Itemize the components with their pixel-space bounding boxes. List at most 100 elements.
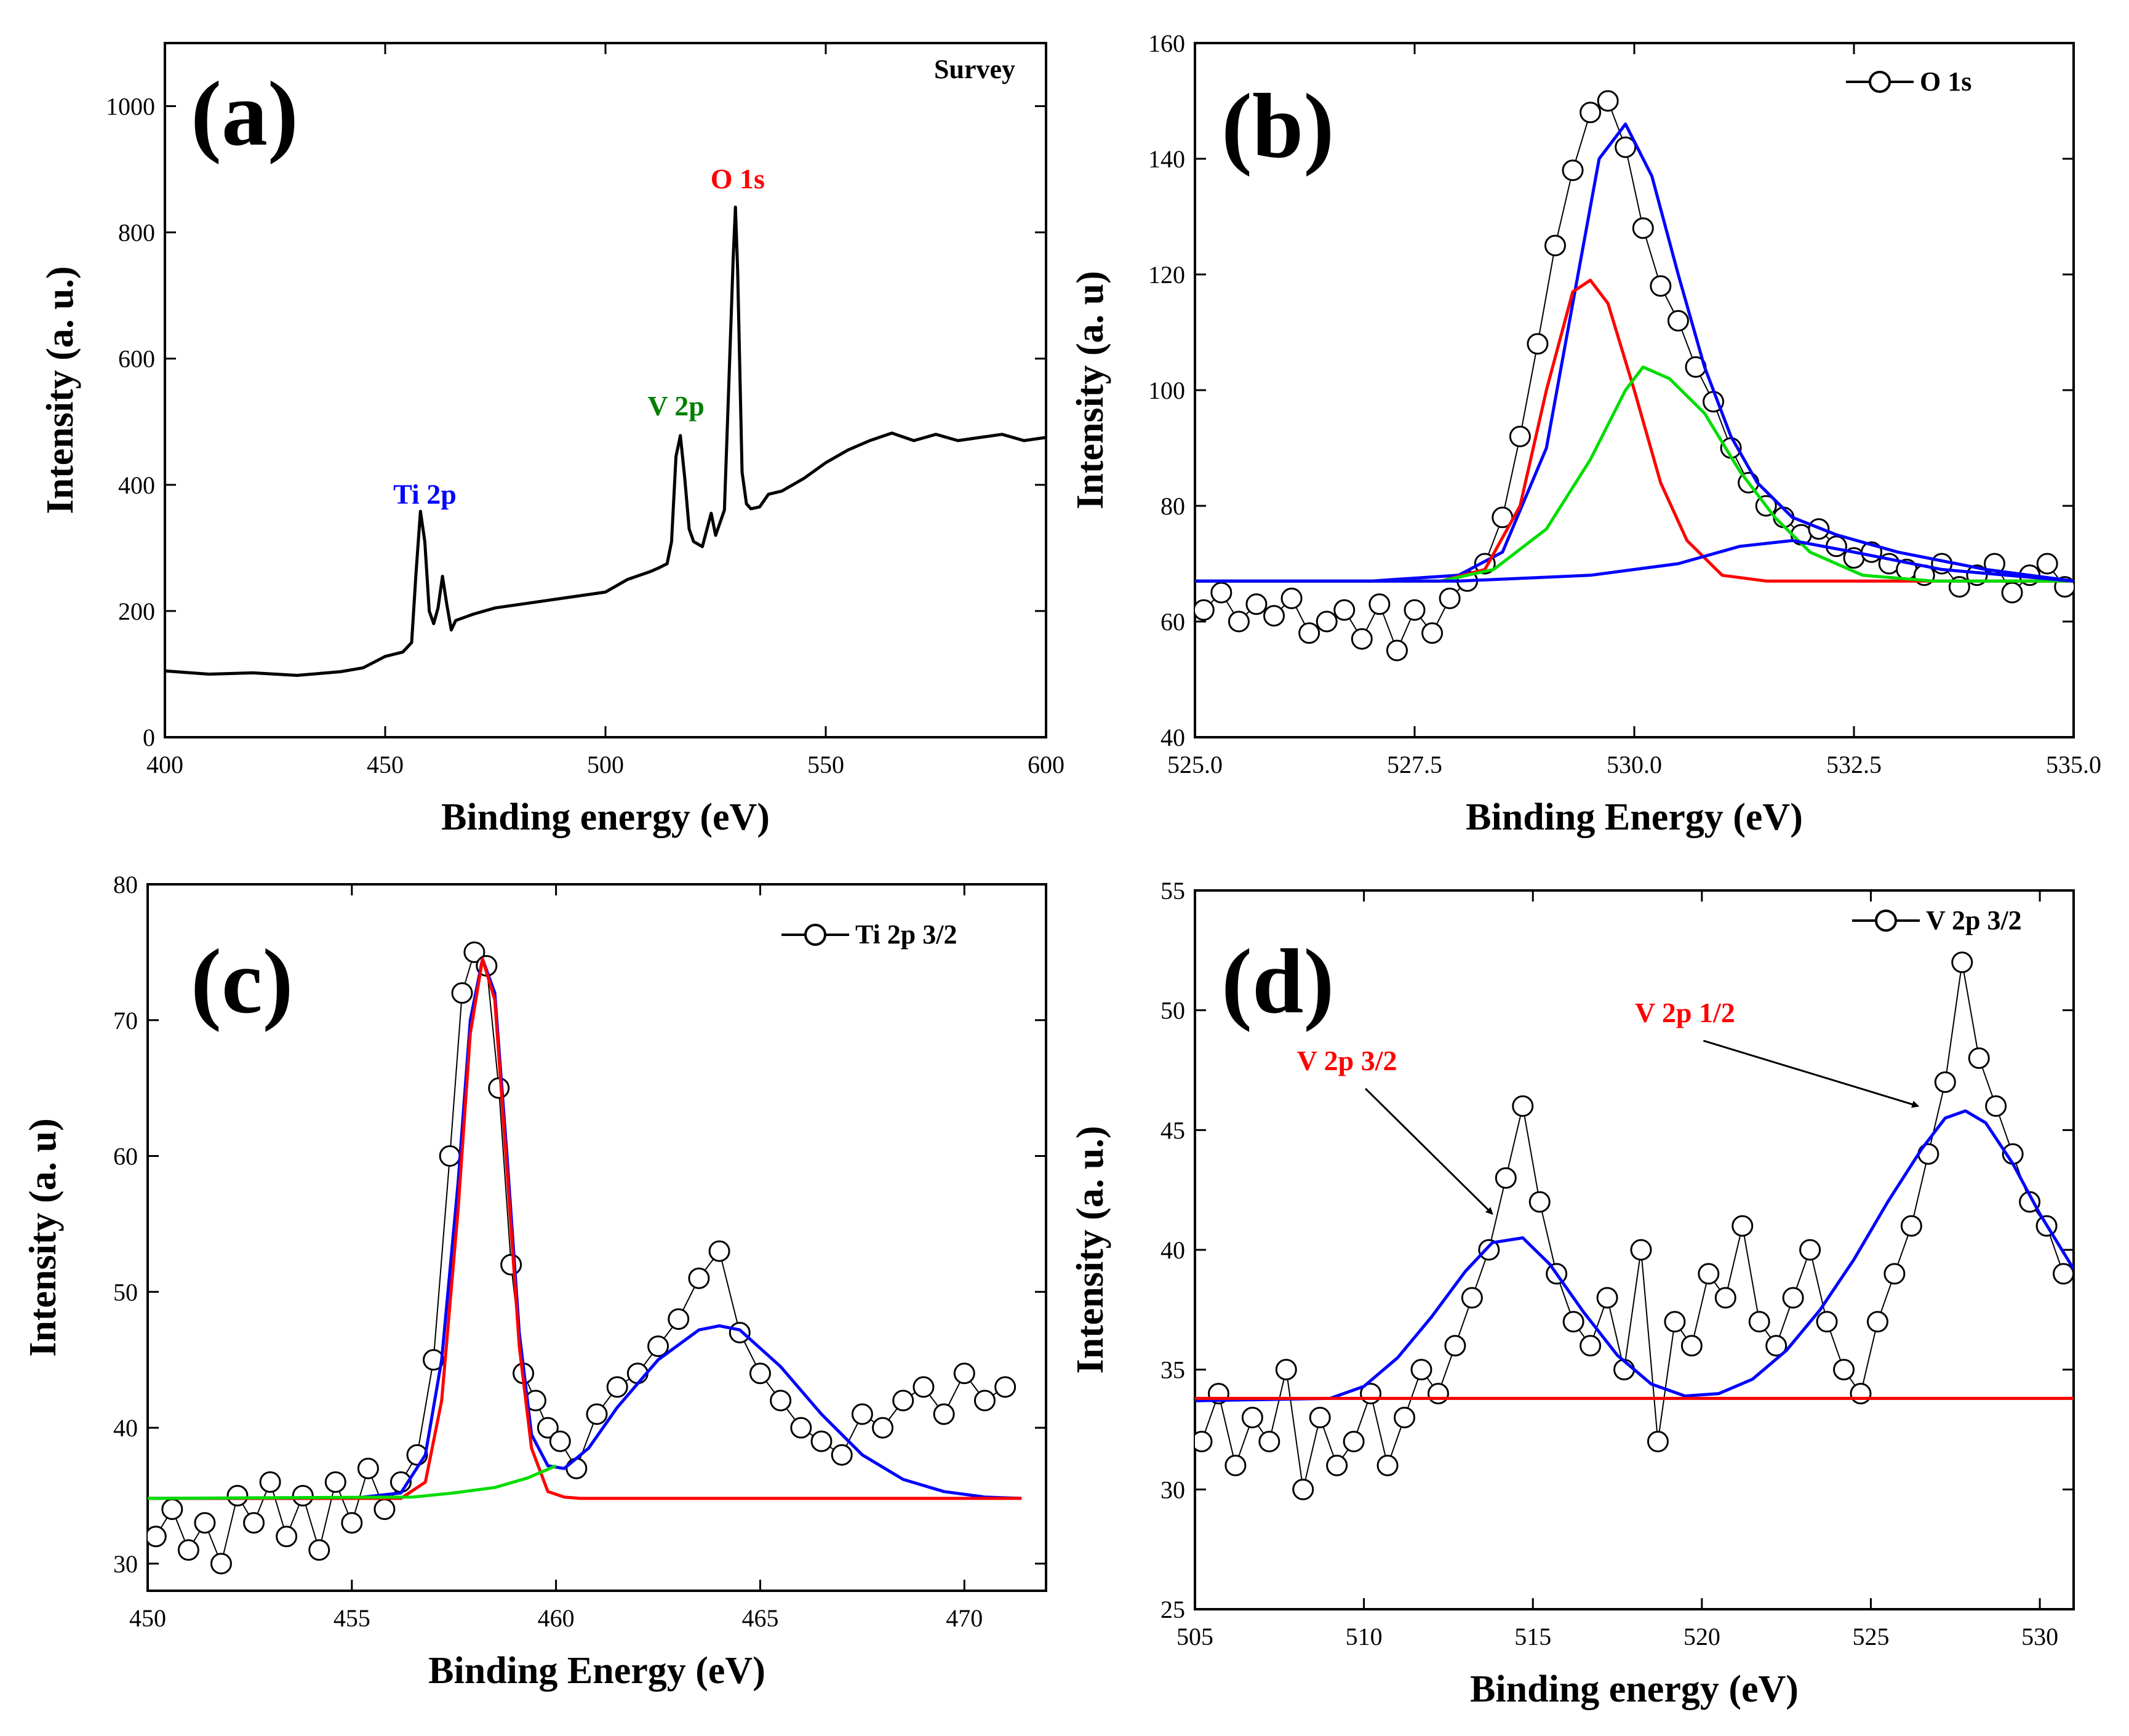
data-point: [1258, 1430, 1280, 1452]
y-tick-label: 0: [143, 724, 155, 751]
data-point: [2001, 582, 2023, 604]
data-point: [1597, 90, 1619, 112]
data-point: [1394, 1407, 1416, 1429]
x-tick-label: 500: [587, 751, 624, 778]
data-point: [1326, 1454, 1348, 1476]
data-point: [1816, 1311, 1838, 1333]
data-point: [1664, 1311, 1686, 1333]
peak-annotation: Ti 2p: [393, 479, 457, 510]
y-tick-label: 30: [113, 1550, 138, 1578]
annotation-arrow: [1703, 1039, 1920, 1108]
data-point: [2036, 553, 2058, 575]
data-point: [565, 1457, 588, 1479]
data-point: [994, 1376, 1017, 1398]
y-tick-label: 160: [1148, 30, 1185, 57]
data-point: [1343, 1430, 1365, 1452]
data-point: [1562, 159, 1584, 182]
data-point: [1478, 1239, 1500, 1261]
y-tick-label: 600: [118, 345, 155, 373]
data-point: [1351, 628, 1373, 650]
x-axis-label: Binding Energy (eV): [1466, 796, 1803, 838]
y-tick-label: 100: [1148, 377, 1185, 404]
y-tick-label: 55: [1160, 877, 1185, 905]
panel-c: 450 455 460 465 470 30 40 50 60 70 80 Binding Energ…: [22, 871, 1047, 1692]
data-point: [1667, 310, 1689, 332]
series-line: [148, 1464, 557, 1500]
series-line: [148, 957, 1022, 1500]
data-point: [210, 1553, 232, 1575]
y-tick-label: 140: [1148, 145, 1185, 173]
x-tick-label: 455: [334, 1604, 370, 1632]
data-point: [647, 1335, 669, 1358]
data-point: [292, 1484, 314, 1506]
panel-label: (c): [191, 930, 293, 1033]
data-point: [872, 1417, 894, 1439]
panel-b: 525.0 527.5 530.0 532.5 535.0 40 60 80 100 120 140…: [1069, 30, 2101, 838]
data-point: [831, 1444, 853, 1466]
data-point: [1245, 593, 1268, 615]
data-point: [933, 1403, 955, 1425]
data-point: [953, 1362, 975, 1385]
data-point: [1799, 1239, 1821, 1261]
x-tick-label: 600: [1028, 751, 1064, 778]
data-point: [423, 1349, 445, 1371]
data-point: [770, 1390, 792, 1412]
data-point: [1630, 1239, 1652, 1261]
data-point: [1596, 1287, 1618, 1309]
y-tick-label: 800: [118, 219, 155, 247]
legend-label: Ti 2p 3/2: [855, 919, 957, 950]
data-point: [1951, 951, 1973, 974]
peak-annotation: V 2p 3/2: [1297, 1045, 1397, 1076]
y-tick-label: 40: [1160, 1236, 1185, 1264]
data-point: [1714, 1287, 1736, 1309]
data-point: [1292, 1478, 1314, 1500]
data-point: [1900, 1215, 1922, 1237]
data-point: [688, 1267, 710, 1289]
data-point: [1580, 1335, 1602, 1357]
data-point: [537, 1417, 559, 1439]
data-point: [1647, 1430, 1669, 1452]
series-line: [165, 206, 1046, 677]
plot-area: [1195, 90, 2074, 662]
data-point: [1883, 1263, 1906, 1285]
data-point: [373, 1498, 396, 1521]
data-point: [1280, 587, 1303, 609]
data-point: [1512, 1095, 1534, 1117]
data-point: [259, 1471, 281, 1493]
legend-label: Survey: [934, 54, 1015, 84]
data-point: [488, 1077, 510, 1099]
x-tick-label: 460: [538, 1604, 575, 1632]
y-axis-label: Intensity (a. u.): [39, 266, 81, 514]
data-point: [1527, 333, 1549, 355]
series-line: [1195, 122, 2074, 583]
data-point: [810, 1430, 833, 1452]
x-tick-label: 527.5: [1387, 751, 1442, 778]
panel-d: 505 510 515 520 525 530 25 30 35 40 45 50 55 Binding …: [1069, 877, 2075, 1710]
legend-label: O 1s: [1920, 66, 1971, 97]
y-tick-label: 120: [1148, 261, 1185, 289]
x-axis-label: Binding energy (eV): [441, 796, 770, 838]
data-point: [324, 1471, 346, 1493]
data-point: [790, 1417, 812, 1439]
data-point: [1650, 275, 1672, 297]
data-point: [308, 1539, 330, 1561]
plot-area: [1195, 951, 2074, 1500]
data-point: [1210, 582, 1232, 604]
data-point: [243, 1512, 265, 1534]
x-tick-label: 520: [1684, 1623, 1720, 1650]
data-point: [1309, 1407, 1331, 1429]
legend-label: V 2p 3/2: [1926, 905, 2022, 935]
y-axis-label: Intensity (a. u): [1069, 271, 1111, 510]
panel-label: (b): [1221, 75, 1334, 177]
x-tick-label: 470: [946, 1604, 983, 1632]
x-axis-label: Binding energy (eV): [1470, 1668, 1799, 1710]
data-point: [1444, 1335, 1466, 1357]
data-point: [500, 1254, 522, 1276]
legend-marker: [1869, 71, 1891, 93]
data-point: [1241, 1407, 1263, 1429]
y-tick-label: 50: [1160, 997, 1185, 1025]
y-tick-label: 1000: [106, 93, 155, 121]
data-point: [1427, 1383, 1449, 1405]
y-tick-label: 70: [113, 1007, 138, 1034]
series-line: [148, 957, 1022, 1500]
